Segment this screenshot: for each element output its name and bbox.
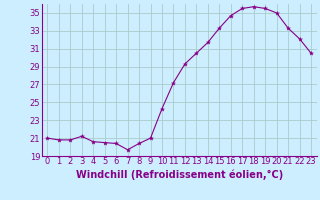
X-axis label: Windchill (Refroidissement éolien,°C): Windchill (Refroidissement éolien,°C) [76,169,283,180]
